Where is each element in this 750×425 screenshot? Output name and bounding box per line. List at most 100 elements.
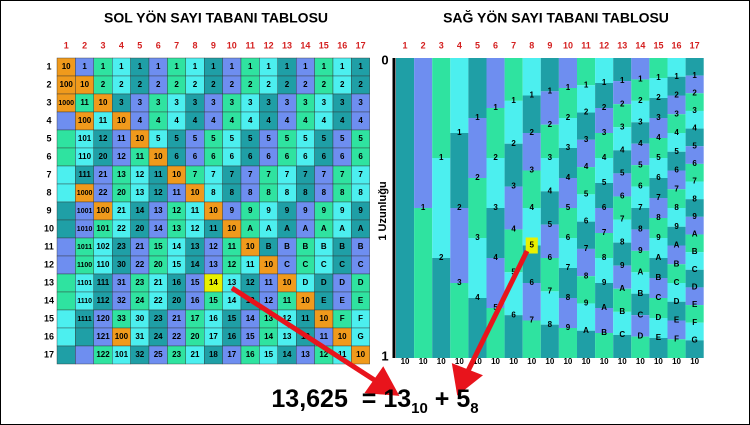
segment	[414, 58, 433, 208]
cell-text: 3	[248, 98, 253, 107]
digit: 4	[620, 145, 625, 154]
cell-text: A	[303, 224, 309, 233]
cell-text: 11	[99, 116, 108, 125]
column-label: 11	[581, 40, 591, 50]
cell-text: A	[339, 224, 345, 233]
cell-text: 22	[135, 260, 144, 269]
cell-text: 10	[191, 188, 200, 197]
cell-text: 23	[154, 314, 163, 323]
row-label: 16	[44, 331, 54, 341]
cell-text: 100	[115, 332, 129, 341]
cell-text: 3	[156, 98, 161, 107]
segment	[649, 278, 668, 298]
digit: B	[674, 259, 680, 268]
cell-text: 8	[322, 188, 327, 197]
cell-text: 7	[322, 170, 327, 179]
y-bottom: 1	[381, 348, 388, 363]
cell-text: 2	[340, 80, 345, 89]
cell-text: 12	[264, 296, 273, 305]
digit: 8	[674, 203, 679, 212]
cell-text: 1011	[77, 244, 92, 251]
digit: 4	[511, 225, 516, 234]
cell-text: 3	[230, 98, 235, 107]
cell-text: 13	[154, 206, 163, 215]
segment	[649, 138, 668, 158]
digit: 4	[548, 186, 553, 195]
segment	[577, 194, 596, 222]
cell-text: 21	[99, 170, 108, 179]
digit: A	[637, 267, 643, 276]
cell-text: 15	[191, 278, 200, 287]
row-label: 2	[46, 79, 51, 89]
segment	[522, 58, 541, 96]
cell-text: 10	[135, 134, 144, 143]
row-label: 13	[44, 277, 54, 287]
segment	[577, 85, 596, 113]
cell-text: 3	[211, 98, 216, 107]
cell-text: G	[357, 332, 363, 341]
column-label: 4	[119, 40, 124, 50]
segment	[540, 91, 559, 125]
cell-text: 23	[117, 242, 126, 251]
segment	[540, 58, 559, 92]
segment	[432, 58, 451, 158]
segment	[595, 108, 614, 133]
digit: 8	[584, 271, 589, 280]
segment	[667, 58, 686, 77]
cell-text: 2	[119, 80, 124, 89]
bottom-label: 10	[401, 357, 410, 366]
digit: 1	[674, 72, 679, 81]
column-label: 3	[100, 40, 105, 50]
cell-text: 6	[358, 152, 363, 161]
segment	[613, 196, 632, 220]
cell-text: 12	[117, 152, 126, 161]
cell-text: 14	[227, 296, 236, 305]
segment	[504, 143, 523, 187]
cell-text: 12	[172, 206, 181, 215]
digit: 9	[566, 323, 571, 332]
digit: 4	[493, 253, 498, 262]
digit: 6	[566, 233, 571, 242]
segment	[649, 98, 668, 118]
cell	[56, 129, 76, 149]
digit: 4	[566, 173, 571, 182]
row-label: 7	[46, 169, 51, 179]
cell-text: 6	[285, 152, 290, 161]
cell-text: 18	[209, 350, 218, 359]
cell-text: 14	[264, 332, 273, 341]
cell-text: 1	[211, 62, 216, 71]
cell-text: 2	[138, 80, 143, 89]
cell-text: 33	[117, 314, 126, 323]
segment	[613, 265, 632, 289]
cell-text: 13	[301, 350, 310, 359]
digit: 2	[674, 91, 679, 100]
cell-text: 8	[248, 188, 253, 197]
digit: 1	[457, 128, 462, 137]
cell-text: 32	[135, 350, 144, 359]
segment	[667, 95, 686, 115]
digit: 4	[584, 162, 589, 171]
column-label: 12	[264, 40, 274, 50]
segment	[595, 283, 614, 308]
cell	[56, 327, 76, 347]
cell-text: 21	[191, 350, 200, 359]
formula-base: 8	[470, 400, 479, 417]
digit: A	[601, 303, 607, 312]
cell-text: 110	[78, 152, 91, 161]
segment	[414, 208, 433, 358]
cell-text: 10	[338, 332, 347, 341]
cell-text: 1	[266, 62, 271, 71]
cell-text: 14	[209, 278, 218, 287]
cell-text: 15	[172, 260, 181, 269]
column-label: 1	[64, 40, 69, 50]
cell-text: 1	[193, 62, 198, 71]
cell-text: 9	[322, 206, 327, 215]
cell-text: 21	[154, 278, 163, 287]
cell-text: C	[339, 260, 345, 269]
segment	[522, 170, 541, 208]
cell-text: 9	[303, 206, 308, 215]
row-label: 15	[44, 313, 54, 323]
bottom-label: 10	[419, 357, 428, 366]
cell-text: 14	[135, 206, 144, 215]
column-label: 4	[457, 40, 462, 50]
